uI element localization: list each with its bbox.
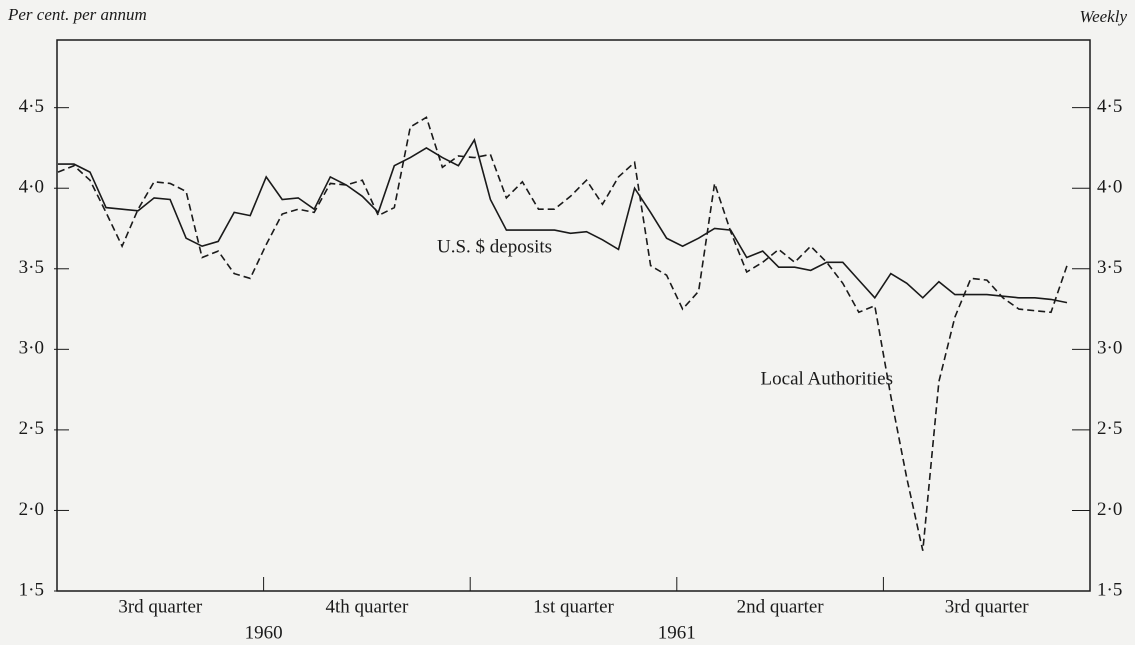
y-tick-label: 2·0 xyxy=(19,499,44,520)
y2-tick-label: 4·0 xyxy=(1097,177,1122,198)
y2-tick-label: 1·5 xyxy=(1097,579,1122,600)
quarter-label: 2nd quarter xyxy=(737,596,825,617)
y2-tick-label: 4·5 xyxy=(1097,96,1122,117)
year-label: 1961 xyxy=(658,622,696,643)
quarter-label: 1st quarter xyxy=(533,596,614,617)
y-tick-label: 3·5 xyxy=(19,257,44,278)
quarter-label: 4th quarter xyxy=(325,596,409,617)
frequency-label: Weekly xyxy=(1079,7,1127,26)
series-line xyxy=(57,116,1068,551)
series-line xyxy=(58,137,1068,304)
y-tick-label: 4·5 xyxy=(19,96,44,117)
series-label: U.S. $ deposits xyxy=(437,236,552,257)
y-tick-label: 3·0 xyxy=(19,338,44,359)
y-tick-label: 1·5 xyxy=(19,579,44,600)
plot-frame xyxy=(56,39,1091,592)
y-tick-label: 4·0 xyxy=(19,177,44,198)
y2-tick-label: 3·0 xyxy=(1097,338,1122,359)
y-tick-label: 2·5 xyxy=(19,418,44,439)
series-label: Local Authorities xyxy=(761,368,893,389)
quarter-label: 3rd quarter xyxy=(118,596,203,617)
y-axis-label: Per cent. per annum xyxy=(7,5,147,24)
year-label: 1960 xyxy=(245,622,283,643)
y2-tick-label: 3·5 xyxy=(1097,257,1122,278)
quarter-label: 3rd quarter xyxy=(945,596,1030,617)
y2-tick-label: 2·0 xyxy=(1097,499,1122,520)
y2-tick-label: 2·5 xyxy=(1097,418,1122,439)
